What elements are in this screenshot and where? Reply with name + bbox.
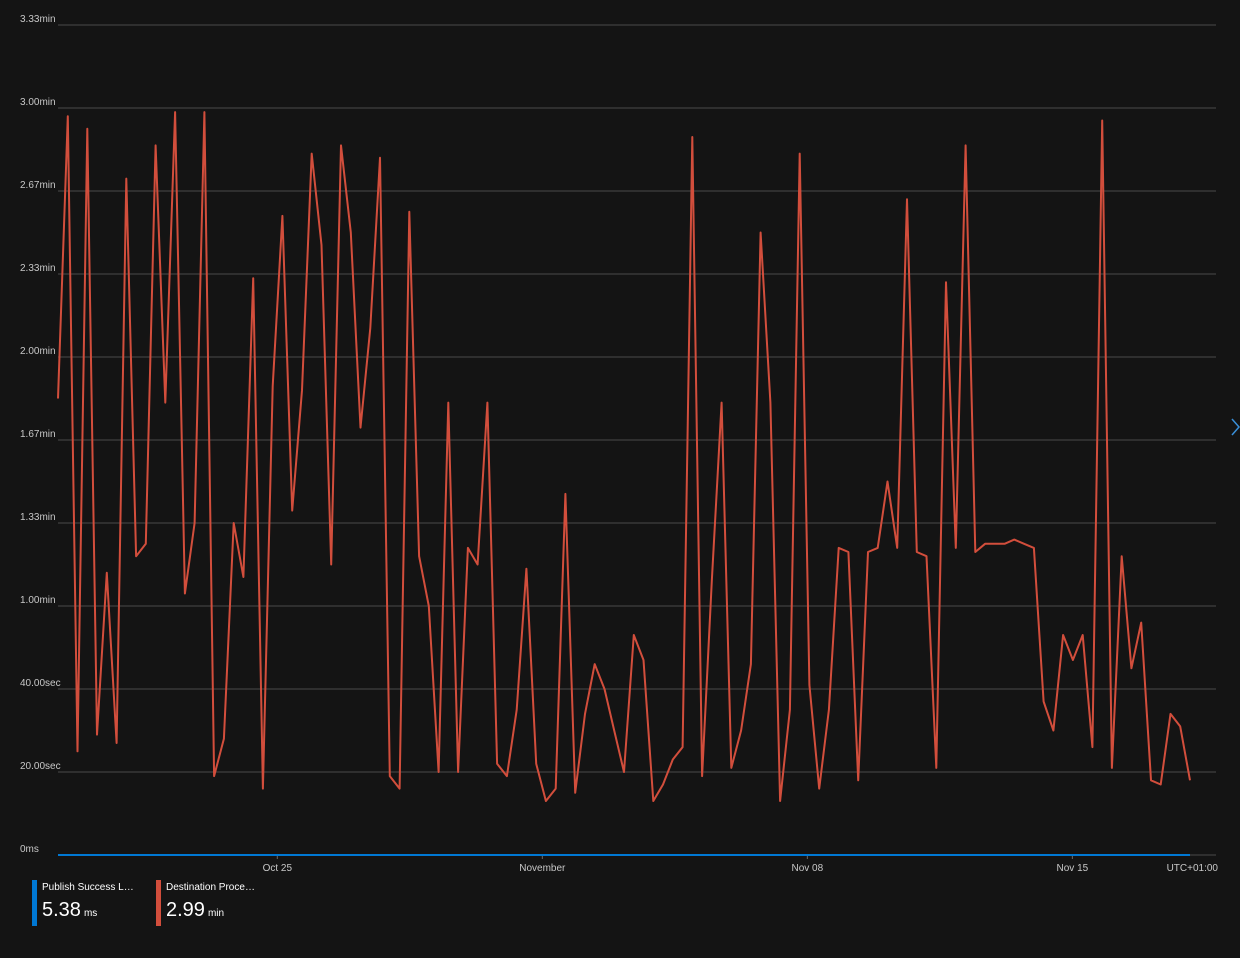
legend-item-destination-processing[interactable]: Destination Processi... 2.99 min (156, 878, 258, 926)
x-tick-label: November (519, 863, 566, 874)
timezone-label: UTC+01:00 (1167, 863, 1219, 874)
grid-lines (58, 24, 1216, 856)
y-tick-label: 20.00sec (20, 761, 61, 772)
y-tick-label: 3.00min (20, 97, 56, 108)
x-axis-labels: Oct 25 November Nov 08 Nov 15 UTC+01:00 (263, 855, 1219, 874)
y-tick-label: 0ms (20, 844, 39, 855)
legend-series-name: Destination Processi... (166, 882, 258, 893)
x-tick-label: Nov 15 (1057, 863, 1089, 874)
y-tick-label: 3.33min (20, 14, 56, 25)
legend-value-number: 5.38 (42, 899, 81, 921)
y-axis-labels: 3.33min 3.00min 2.67min 2.33min 2.00min 1.67m… (20, 14, 61, 855)
chevron-right-icon[interactable] (1230, 418, 1240, 436)
legend-series-value: 5.38 ms (42, 899, 134, 922)
x-tick-label: Nov 08 (791, 863, 823, 874)
y-tick-label: 2.00min (20, 346, 56, 357)
legend-color-swatch (32, 880, 37, 926)
y-tick-label: 1.00min (20, 595, 56, 606)
y-tick-label: 1.33min (20, 512, 56, 523)
legend-series-name: Publish Success Late... (42, 882, 134, 893)
y-tick-label: 1.67min (20, 429, 56, 440)
y-tick-label: 40.00sec (20, 678, 61, 689)
y-tick-label: 2.33min (20, 263, 56, 274)
legend-value-number: 2.99 (166, 899, 205, 921)
y-tick-label: 2.67min (20, 180, 56, 191)
legend-value-unit: ms (83, 908, 98, 919)
series-line-destination-processing (57, 111, 1191, 802)
legend-value-unit: min (207, 908, 225, 919)
legend-color-swatch (156, 880, 161, 926)
x-tick-label: Oct 25 (263, 863, 293, 874)
legend-series-value: 2.99 min (166, 899, 258, 922)
